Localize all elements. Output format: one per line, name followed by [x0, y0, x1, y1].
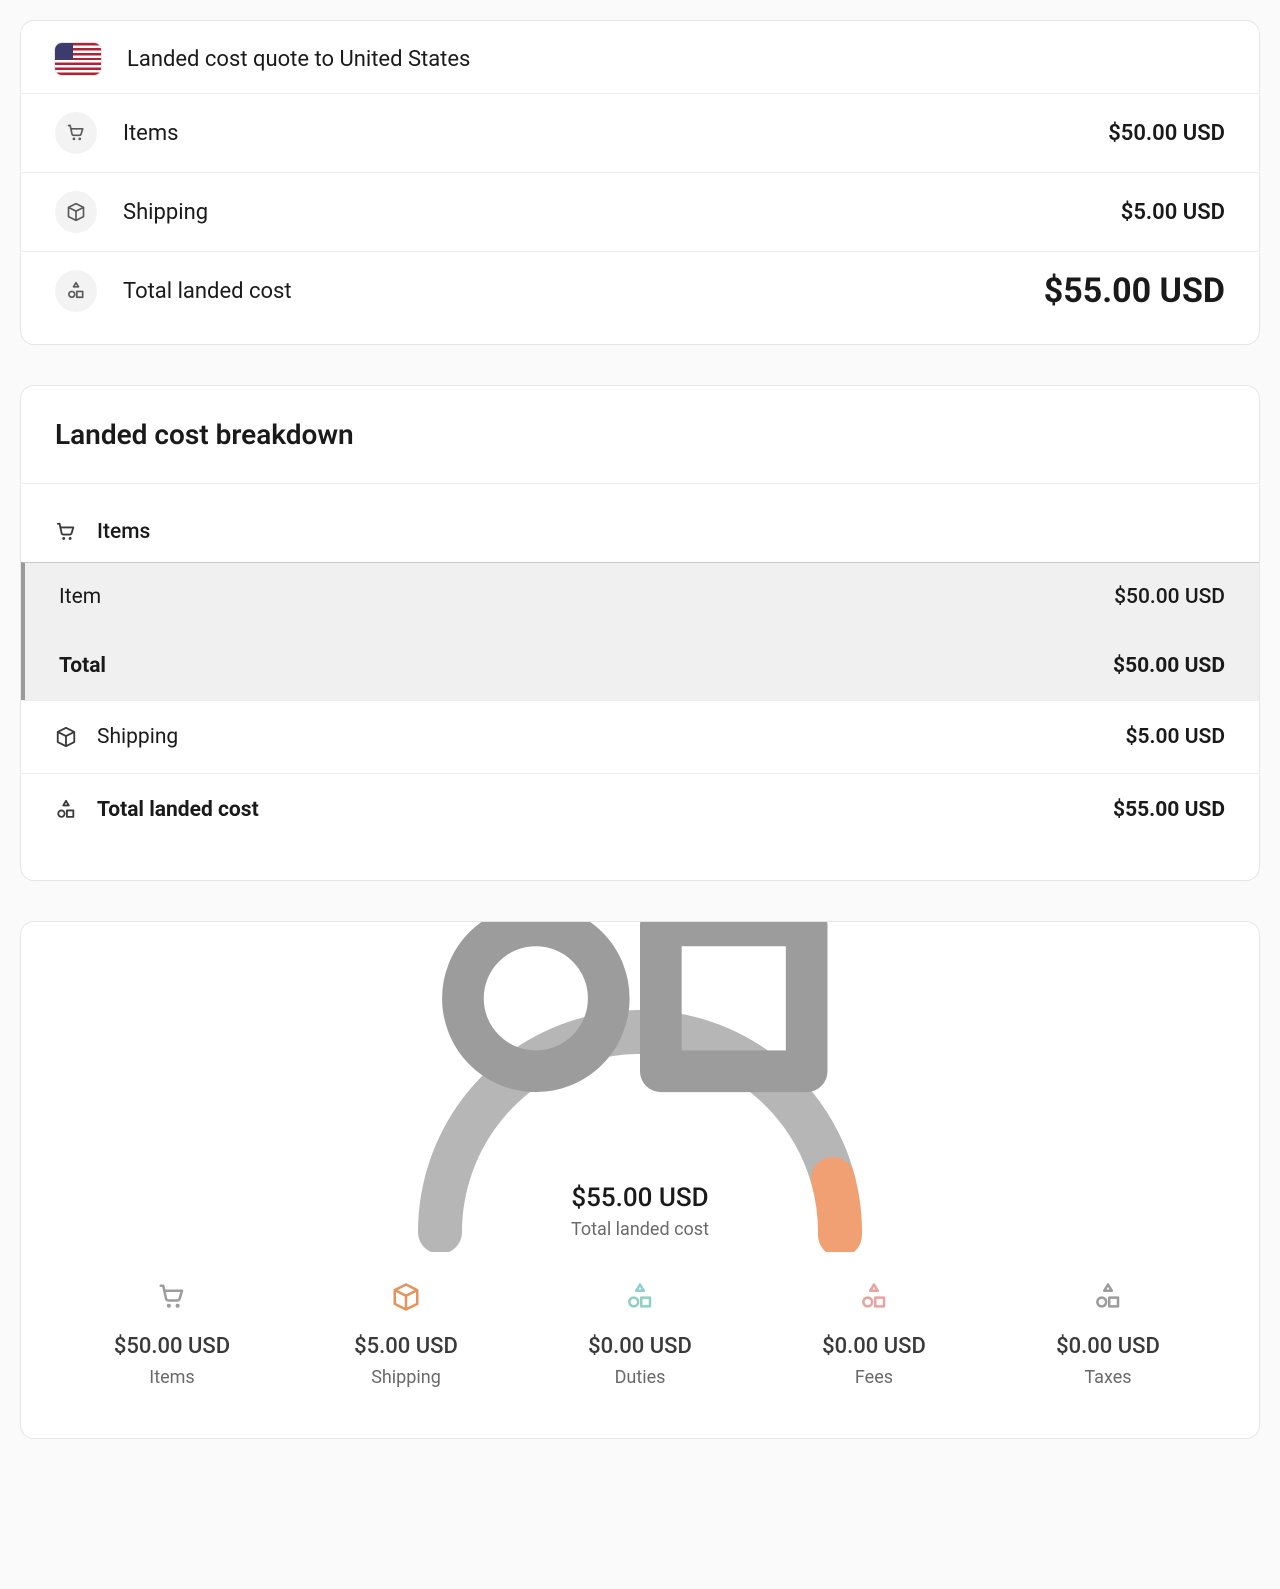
cart-icon [55, 112, 97, 154]
breakdown-shipping-value: $5.00 USD [1126, 725, 1225, 749]
summary-items-value: $50.00 USD [1108, 121, 1225, 146]
shapes-icon [390, 921, 890, 1165]
cart-icon [55, 521, 77, 543]
shapes-icon [625, 1282, 655, 1312]
breakdown-total-label: Total landed cost [97, 798, 1093, 822]
gauge-amount: $55.00 USD [390, 1183, 890, 1213]
category-fees: $0.00 USD Fees [757, 1282, 991, 1388]
summary-card: Landed cost quote to United States Items… [20, 20, 1260, 345]
gauge-categories: $50.00 USDItems$5.00 USDShipping$0.00 US… [55, 1282, 1225, 1388]
category-items: $50.00 USD Items [55, 1282, 289, 1388]
category-taxes: $0.00 USD Taxes [991, 1282, 1225, 1388]
breakdown-items-head: Items [21, 484, 1259, 562]
summary-title: Landed cost quote to United States [127, 47, 470, 72]
breakdown-item-value: $50.00 USD [1114, 585, 1225, 609]
gauge-card: $55.00 USD Total landed cost $50.00 USD I… [20, 921, 1260, 1439]
breakdown-items-detail: Item $50.00 USD Total $50.00 USD [21, 562, 1259, 700]
summary-shipping-value: $5.00 USD [1121, 200, 1225, 225]
breakdown-shipping-row: Shipping $5.00 USD [21, 700, 1259, 773]
breakdown-shipping-label: Shipping [97, 725, 1106, 749]
shapes-icon [55, 270, 97, 312]
breakdown-card: Landed cost breakdown Items Item $50.00 … [20, 385, 1260, 881]
gauge-label: Total landed cost [390, 1219, 890, 1240]
shapes-icon [55, 799, 77, 821]
category-label: Fees [757, 1367, 991, 1388]
summary-total-row: Total landed cost $55.00 USD [21, 251, 1259, 344]
box-icon [391, 1282, 421, 1312]
breakdown-total-value: $55.00 USD [1113, 798, 1225, 822]
breakdown-heading: Landed cost breakdown [21, 386, 1259, 484]
category-shipping: $5.00 USD Shipping [289, 1282, 523, 1388]
category-amount: $0.00 USD [991, 1334, 1225, 1359]
summary-items-row: Items $50.00 USD [21, 93, 1259, 172]
box-icon [55, 191, 97, 233]
breakdown-items-head-label: Items [97, 520, 150, 544]
breakdown-items-total-value: $50.00 USD [1113, 654, 1225, 678]
category-label: Duties [523, 1367, 757, 1388]
category-duties: $0.00 USD Duties [523, 1282, 757, 1388]
us-flag-icon [55, 43, 101, 75]
gauge: $55.00 USD Total landed cost [390, 982, 890, 1252]
summary-title-row: Landed cost quote to United States [21, 21, 1259, 93]
category-label: Shipping [289, 1367, 523, 1388]
box-icon [55, 726, 77, 748]
summary-items-label: Items [123, 121, 1082, 146]
summary-shipping-label: Shipping [123, 200, 1095, 225]
category-amount: $50.00 USD [55, 1334, 289, 1359]
breakdown-items-total-label: Total [59, 654, 1093, 678]
category-label: Taxes [991, 1367, 1225, 1388]
shapes-icon [859, 1282, 889, 1312]
gauge-center: $55.00 USD Total landed cost [390, 921, 890, 1240]
summary-total-label: Total landed cost [123, 279, 1018, 304]
summary-total-value: $55.00 USD [1044, 271, 1225, 311]
cart-icon [157, 1282, 187, 1312]
breakdown-item-row: Item $50.00 USD [25, 563, 1259, 631]
breakdown-total-row: Total landed cost $55.00 USD [21, 773, 1259, 846]
breakdown-item-label: Item [59, 585, 1094, 609]
breakdown-items-total-row: Total $50.00 USD [25, 631, 1259, 700]
category-amount: $0.00 USD [757, 1334, 991, 1359]
shapes-icon [1093, 1282, 1123, 1312]
category-amount: $0.00 USD [523, 1334, 757, 1359]
summary-shipping-row: Shipping $5.00 USD [21, 172, 1259, 251]
category-amount: $5.00 USD [289, 1334, 523, 1359]
category-label: Items [55, 1367, 289, 1388]
